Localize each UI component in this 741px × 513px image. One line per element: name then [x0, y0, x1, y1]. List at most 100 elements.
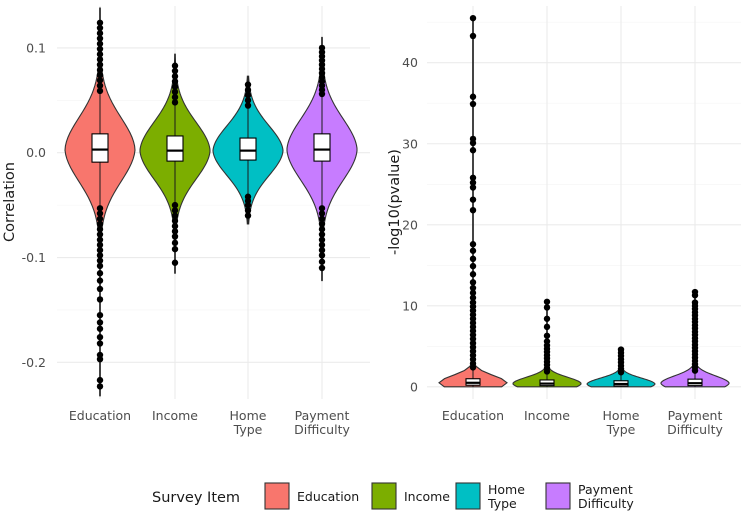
outlier-point — [96, 319, 104, 326]
outlier-point — [469, 284, 477, 292]
outlier-point — [318, 226, 326, 233]
outlier-point — [469, 179, 477, 186]
legend-label-home_type: Home Type — [487, 482, 525, 511]
outlier-point — [469, 289, 477, 297]
outlier-point — [318, 205, 326, 212]
outlier-point — [96, 220, 104, 228]
outlier-point — [318, 210, 326, 217]
outlier-point — [171, 233, 179, 240]
outlier-point — [469, 241, 477, 248]
violin-group-home_type — [212, 75, 284, 225]
outlier-point — [318, 90, 326, 98]
x-tick-label: Payment Difficulty — [294, 408, 350, 437]
violin-group-income — [139, 53, 211, 274]
outlier-point — [469, 147, 477, 154]
outlier-point — [96, 325, 104, 332]
outlier-point — [96, 383, 104, 390]
outlier-point — [96, 87, 104, 95]
outlier-point — [171, 99, 179, 106]
outlier-point — [171, 93, 179, 101]
violin-group-payment_difficulty — [286, 36, 358, 282]
x-tick-label: Income — [524, 408, 570, 423]
outlier-point — [543, 304, 551, 311]
y-tick-label: 10 — [402, 298, 418, 313]
y-tick-label: 30 — [402, 136, 418, 151]
outlier-point — [318, 258, 326, 265]
outlier-point — [96, 24, 104, 32]
outlier-point — [96, 333, 104, 341]
violin-group-home_type — [586, 346, 656, 388]
outlier-point — [543, 323, 551, 331]
correlation-panel: 0.1 0.0 -0.1 -0.2 Correlation Education Income… — [2, 6, 370, 437]
outlier-point — [96, 30, 104, 37]
y-tick-label: 0.1 — [26, 40, 46, 55]
legend-label-education: Education — [297, 489, 359, 504]
outlier-point — [96, 231, 104, 238]
outlier-point — [171, 212, 179, 219]
outlier-point — [96, 270, 104, 277]
outlier-point — [244, 207, 252, 214]
x-tick-label: Home Type — [230, 408, 267, 437]
legend-title: Survey Item — [152, 490, 240, 506]
outlier-point — [469, 184, 477, 191]
x-tick-label: Home Type — [603, 408, 640, 437]
outlier-point — [318, 231, 326, 238]
outlier-point — [96, 45, 104, 53]
legend-key-income — [371, 482, 397, 510]
outlier-point — [318, 220, 326, 228]
outlier-point — [617, 369, 625, 376]
violin-group-education — [64, 7, 136, 397]
y-tick-label: -0.2 — [22, 355, 46, 370]
outlier-point — [171, 207, 179, 214]
outlier-point — [171, 228, 179, 235]
outlier-point — [543, 332, 551, 339]
outlier-point — [244, 201, 252, 209]
outlier-point — [96, 40, 104, 47]
outlier-point — [469, 262, 477, 270]
outlier-point — [171, 88, 179, 96]
outlier-point — [96, 51, 104, 58]
outlier-point — [96, 205, 104, 212]
outlier-point — [96, 246, 104, 254]
y-tick-label: 20 — [402, 217, 418, 232]
outlier-point — [244, 102, 252, 109]
outlier-point — [469, 247, 477, 254]
outlier-point — [244, 97, 252, 104]
y-axis-title: -log10(pvalue) — [387, 149, 403, 255]
outlier-point — [171, 78, 179, 85]
outlier-point — [318, 215, 326, 222]
legend-key-education — [264, 482, 290, 510]
y-tick-label: -0.1 — [22, 250, 46, 265]
outlier-point — [469, 32, 477, 40]
outlier-point — [543, 298, 551, 305]
outlier-point — [318, 236, 326, 243]
outlier-point — [469, 271, 477, 278]
outlier-point — [96, 311, 104, 319]
outlier-point — [543, 315, 551, 322]
outlier-point — [96, 56, 104, 63]
x-tick-label: Payment Difficulty — [667, 408, 723, 437]
legend: Survey Item Education Income Home Type Paymen… — [152, 482, 634, 511]
outlier-point — [96, 215, 104, 222]
outlier-point — [469, 100, 477, 108]
legend-label-payment_difficulty: Payment Difficulty — [578, 482, 634, 511]
outlier-point — [96, 296, 104, 303]
outlier-point — [318, 246, 326, 254]
legend-label-income: Income — [404, 489, 450, 504]
outlier-point — [469, 196, 477, 203]
outlier-point — [96, 277, 104, 284]
legend-key-home_type — [455, 482, 481, 510]
outlier-point — [96, 376, 104, 384]
x-tick-label: Education — [442, 408, 504, 423]
outlier-point — [244, 86, 252, 94]
box-education — [91, 133, 109, 163]
outlier-point — [96, 252, 104, 259]
outlier-point — [543, 368, 551, 375]
outlier-point — [469, 174, 477, 181]
outlier-point — [244, 91, 252, 99]
outlier-point — [469, 279, 477, 286]
outlier-point — [96, 210, 104, 217]
y-tick-label: 0.0 — [26, 145, 46, 160]
outlier-point — [96, 262, 104, 270]
